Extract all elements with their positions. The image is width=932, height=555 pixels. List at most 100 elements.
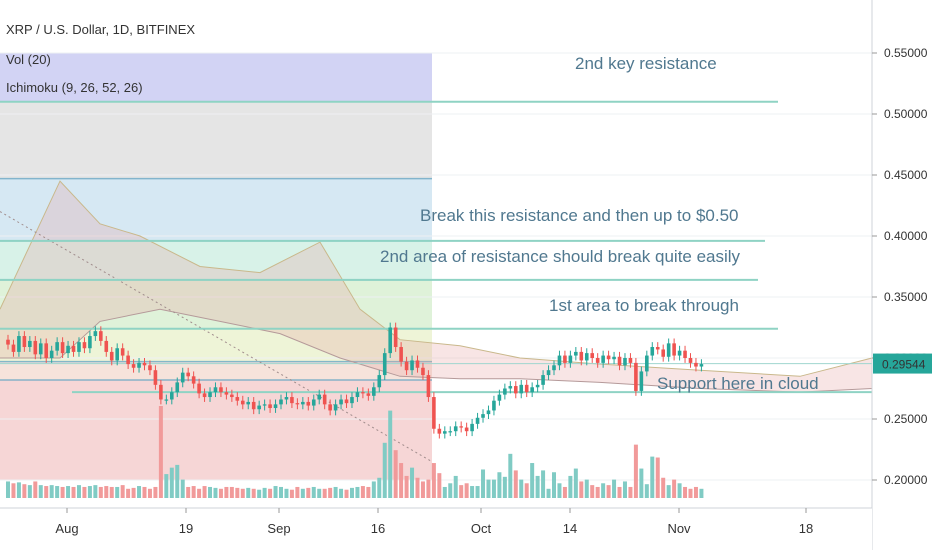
- candle-body: [524, 384, 529, 393]
- volume-bar: [519, 479, 524, 498]
- candle-body: [11, 344, 16, 352]
- ichimoku-legend[interactable]: Ichimoku (9, 26, 52, 26): [6, 80, 143, 95]
- volume-bar: [420, 481, 425, 498]
- candle-body: [219, 387, 223, 393]
- fib-zone-7: [0, 379, 432, 480]
- candle-body: [470, 423, 474, 432]
- volume-bar: [268, 488, 273, 498]
- volume-bar: [180, 479, 185, 498]
- volume-bar: [311, 486, 316, 498]
- volume-bar: [213, 487, 218, 498]
- fib-zone-5: [0, 328, 432, 362]
- price-tick-label: 0.50000: [884, 107, 928, 121]
- volume-bar: [142, 486, 147, 498]
- volume-bar: [137, 486, 142, 498]
- volume-bar: [606, 485, 611, 498]
- volume-bar: [289, 489, 294, 498]
- volume-bar: [322, 488, 327, 498]
- volume-bar: [562, 486, 567, 498]
- candle-body: [355, 392, 360, 398]
- candle-body: [519, 384, 524, 394]
- volume-bar: [486, 479, 491, 498]
- candle-body: [530, 387, 534, 393]
- volume-bar: [541, 470, 546, 498]
- candle-body: [33, 340, 38, 355]
- candle-body: [372, 387, 376, 396]
- candle-body: [301, 401, 305, 405]
- volume-bar: [191, 486, 196, 498]
- volume-bar: [333, 486, 338, 498]
- candle-body: [628, 358, 633, 363]
- price-tick-label: 0.55000: [884, 46, 928, 60]
- volume-bar: [257, 489, 262, 498]
- volume-bar: [317, 488, 322, 498]
- volume-bar: [33, 481, 38, 498]
- candle-body: [377, 375, 382, 388]
- symbol-legend[interactable]: XRP / U.S. Dollar, 1D, BITFINEX: [6, 22, 196, 37]
- price-tick-label: 0.45000: [884, 168, 928, 182]
- volume-bar: [120, 485, 125, 498]
- volume-bar: [197, 488, 202, 498]
- volume-bar: [612, 479, 617, 498]
- candle-body: [93, 331, 98, 337]
- candle-body: [508, 386, 513, 389]
- candle-body: [486, 410, 491, 415]
- time-tick-label: Sep: [267, 521, 290, 536]
- volume-bar: [530, 463, 535, 498]
- candle-body: [311, 399, 316, 406]
- fib-zone-2: [0, 178, 432, 241]
- volume-legend[interactable]: Vol (20): [6, 52, 51, 67]
- volume-bar: [169, 467, 174, 498]
- volume-bar: [601, 483, 606, 498]
- price-tick-label: 0.25000: [884, 412, 928, 426]
- candle-body: [257, 405, 261, 410]
- volume-bar: [246, 487, 251, 498]
- candle-body: [574, 351, 578, 356]
- candle-body: [153, 370, 158, 385]
- volume-bar: [175, 464, 180, 498]
- candle-body: [623, 358, 627, 366]
- annotation-label: 1st area to break through: [549, 296, 739, 315]
- volume-bar: [349, 487, 354, 498]
- volume-bar: [11, 483, 16, 498]
- candle-body: [164, 399, 169, 401]
- volume-bar: [404, 475, 409, 498]
- candle-body: [268, 404, 272, 409]
- ichimoku-cloud: [0, 181, 872, 393]
- volume-bar: [224, 486, 229, 498]
- volume-bar: [393, 450, 398, 498]
- volume-bar: [535, 475, 540, 498]
- volume-bar: [164, 474, 169, 498]
- volume-bar: [442, 486, 447, 498]
- volume-bar: [360, 486, 365, 498]
- volume-bar: [344, 489, 349, 498]
- volume-bar: [617, 486, 622, 498]
- volume-bar: [661, 477, 666, 498]
- candle-body: [546, 370, 551, 376]
- candle-body: [661, 349, 665, 357]
- volume-bar: [655, 457, 660, 498]
- fib-zone-3: [0, 240, 432, 280]
- candle-body: [579, 351, 584, 361]
- candle-body: [606, 355, 611, 360]
- candle-body: [202, 393, 207, 398]
- volume-bar: [104, 486, 109, 498]
- volume-bar: [93, 485, 98, 498]
- volume-bar: [16, 482, 21, 498]
- volume-bar: [448, 483, 453, 498]
- candle-body: [104, 340, 109, 352]
- volume-bar: [284, 488, 289, 498]
- candle-body: [497, 394, 502, 401]
- candle-body: [175, 382, 180, 393]
- candle-body: [421, 367, 425, 376]
- candle-body: [361, 392, 365, 394]
- candle-body: [120, 348, 125, 356]
- candle-body: [639, 371, 644, 391]
- candle-body: [388, 327, 392, 354]
- volume-bar: [475, 486, 480, 498]
- volume-bar: [71, 486, 76, 498]
- volume-bar: [683, 486, 688, 498]
- price-tick-label: 0.35000: [884, 290, 928, 304]
